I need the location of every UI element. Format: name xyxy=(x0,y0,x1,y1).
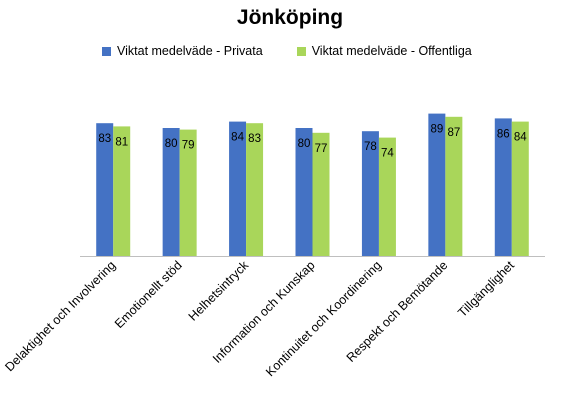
data-label: 87 xyxy=(447,127,460,139)
chart-title: Jönköping xyxy=(236,6,344,29)
data-label: 84 xyxy=(231,132,244,144)
bar-privata xyxy=(162,128,180,256)
data-label: 86 xyxy=(497,128,510,140)
data-label: 81 xyxy=(115,136,128,148)
x-tick-label: Delaktighet och Involvering xyxy=(2,258,118,374)
data-label: 79 xyxy=(182,140,195,152)
data-label: 89 xyxy=(430,124,443,136)
data-label: 74 xyxy=(381,148,394,160)
bar-privata xyxy=(428,113,446,256)
bar-offentliga xyxy=(246,123,264,256)
legend-item-privata: Viktat medelväde - Privata xyxy=(102,44,263,58)
legend-swatch-privata xyxy=(102,46,111,56)
data-label: 84 xyxy=(514,132,527,144)
data-label: 83 xyxy=(98,133,111,145)
bar-privata xyxy=(229,121,247,256)
legend: Viktat medelväde - Privata Viktat medelv… xyxy=(102,44,472,58)
bar-privata xyxy=(494,118,512,257)
bar-offentliga xyxy=(312,132,330,256)
bar-offentliga xyxy=(511,121,529,256)
bar-privata xyxy=(295,128,313,256)
data-label: 83 xyxy=(248,133,261,145)
bar-privata xyxy=(96,123,114,256)
data-label: 80 xyxy=(165,138,178,150)
bar-offentliga xyxy=(378,137,396,256)
legend-label-privata: Viktat medelväde - Privata xyxy=(117,44,263,58)
bar-offentliga xyxy=(113,126,131,257)
x-tick-label: Kontinuitet och Koordinering xyxy=(263,258,384,379)
x-tick-label: Tillgänglighet xyxy=(455,258,517,320)
bar-offentliga xyxy=(445,116,463,256)
legend-label-offentliga: Viktat medelväde - Offentliga xyxy=(311,44,472,58)
x-tick-label: Helhetsintryck xyxy=(186,258,252,324)
bar-privata xyxy=(361,131,379,256)
x-tick-label: Emotionellt stöd xyxy=(112,258,185,331)
data-label: 77 xyxy=(315,143,328,155)
bar-offentliga xyxy=(179,129,197,256)
data-label: 78 xyxy=(364,141,377,153)
legend-item-offentliga: Viktat medelväde - Offentliga xyxy=(296,44,472,58)
legend-swatch-offentliga xyxy=(296,46,306,56)
data-label: 80 xyxy=(298,138,311,150)
